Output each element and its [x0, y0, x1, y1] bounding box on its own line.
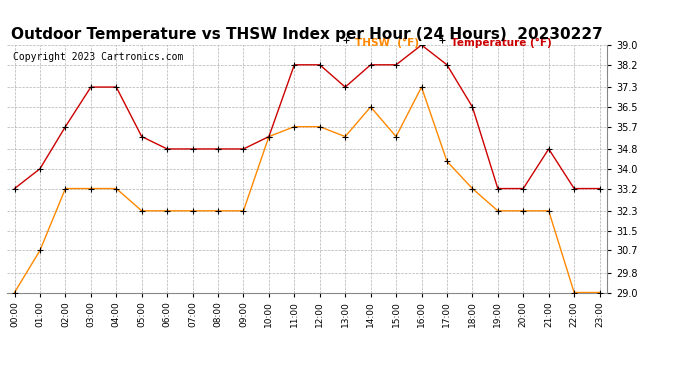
Temperature (°F)	[214, 147, 222, 151]
THSW  (°F)	[469, 186, 477, 191]
THSW  (°F)	[519, 209, 527, 213]
Temperature (°F)	[137, 134, 146, 139]
Title: Outdoor Temperature vs THSW Index per Hour (24 Hours)  20230227: Outdoor Temperature vs THSW Index per Ho…	[11, 27, 603, 42]
Temperature (°F)	[469, 105, 477, 109]
THSW  (°F)	[392, 134, 400, 139]
THSW  (°F)	[417, 85, 426, 89]
THSW  (°F)	[112, 186, 121, 191]
THSW  (°F)	[239, 209, 248, 213]
THSW  (°F)	[544, 209, 553, 213]
Text: Copyright 2023 Cartronics.com: Copyright 2023 Cartronics.com	[13, 53, 184, 62]
Temperature (°F)	[87, 85, 95, 89]
THSW  (°F)	[341, 134, 349, 139]
THSW  (°F)	[570, 290, 578, 295]
Temperature (°F)	[392, 63, 400, 67]
Text: Temperature (°F): Temperature (°F)	[451, 38, 552, 48]
THSW  (°F)	[188, 209, 197, 213]
THSW  (°F)	[87, 186, 95, 191]
Temperature (°F)	[290, 63, 299, 67]
Line: Temperature (°F): Temperature (°F)	[11, 42, 603, 192]
Temperature (°F)	[595, 186, 604, 191]
Temperature (°F)	[493, 186, 502, 191]
THSW  (°F)	[214, 209, 222, 213]
Temperature (°F)	[61, 124, 70, 129]
Temperature (°F)	[341, 85, 349, 89]
Temperature (°F)	[366, 63, 375, 67]
Temperature (°F)	[239, 147, 248, 151]
THSW  (°F)	[10, 290, 19, 295]
Temperature (°F)	[519, 186, 527, 191]
Temperature (°F)	[544, 147, 553, 151]
Temperature (°F)	[10, 186, 19, 191]
THSW  (°F)	[290, 124, 299, 129]
Temperature (°F)	[188, 147, 197, 151]
THSW  (°F)	[265, 134, 273, 139]
THSW  (°F)	[137, 209, 146, 213]
THSW  (°F)	[61, 186, 70, 191]
Temperature (°F)	[417, 43, 426, 47]
THSW  (°F)	[163, 209, 171, 213]
THSW  (°F)	[36, 248, 44, 253]
Temperature (°F)	[570, 186, 578, 191]
Temperature (°F)	[315, 63, 324, 67]
THSW  (°F)	[443, 159, 451, 164]
Temperature (°F)	[265, 134, 273, 139]
Temperature (°F)	[163, 147, 171, 151]
THSW  (°F)	[493, 209, 502, 213]
THSW  (°F)	[315, 124, 324, 129]
Temperature (°F)	[443, 63, 451, 67]
THSW  (°F)	[595, 290, 604, 295]
Text: THSW  (°F): THSW (°F)	[355, 38, 419, 48]
Temperature (°F)	[36, 166, 44, 171]
THSW  (°F)	[366, 105, 375, 109]
Line: THSW  (°F): THSW (°F)	[11, 84, 603, 296]
Temperature (°F)	[112, 85, 121, 89]
